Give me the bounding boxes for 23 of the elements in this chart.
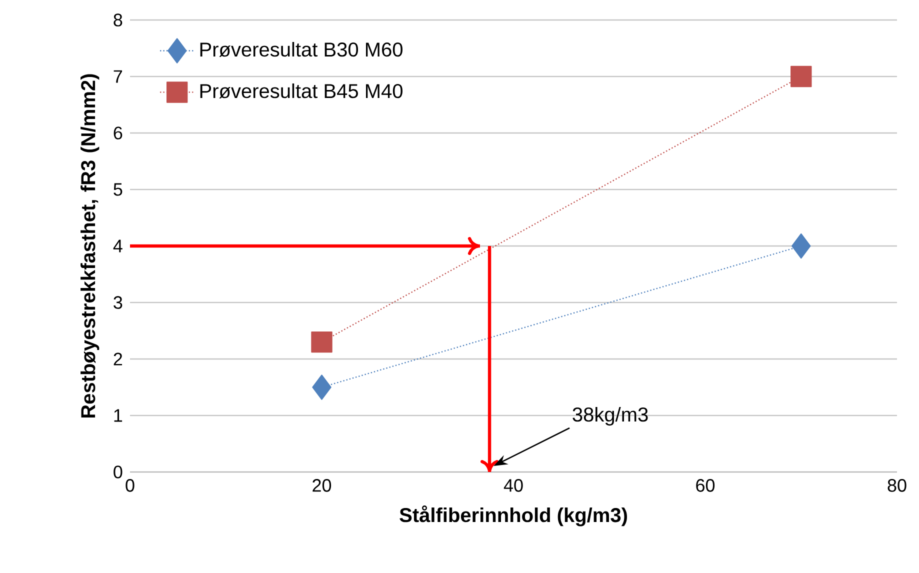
legend-label: Prøveresultat B30 M60 [200,42,402,57]
x-tick-label: 60 [696,479,715,492]
y-tick-label: 6 [114,126,122,140]
y-tick-label: 0 [114,466,122,478]
point [792,233,811,259]
y-axis-title: Restbøyestrekkfasthet, fR3 (N/mm2) [80,74,100,418]
y-tick-label: 1 [114,409,122,422]
legend-label: Prøveresultat B45 M40 [200,83,402,98]
y-tick-label: 3 [114,296,122,309]
point [312,374,332,400]
y-tick-label: 5 [114,183,122,196]
y-tick-label: 2 [114,352,122,366]
x-axis-title: Stålfiberinnhold (kg/m3) [400,506,627,526]
point [790,66,812,88]
x-tick-label: 40 [504,479,523,492]
point [311,331,332,353]
annotation: 38kg/m3 [572,406,648,426]
y-tick-label: 7 [114,70,122,83]
x-tick-label: 20 [312,479,332,492]
x-tick-label: 0 [126,479,134,492]
y-tick-label: 4 [113,240,122,252]
x-tick-label: 80 [888,479,906,492]
y-tick-label: 8 [114,14,122,26]
